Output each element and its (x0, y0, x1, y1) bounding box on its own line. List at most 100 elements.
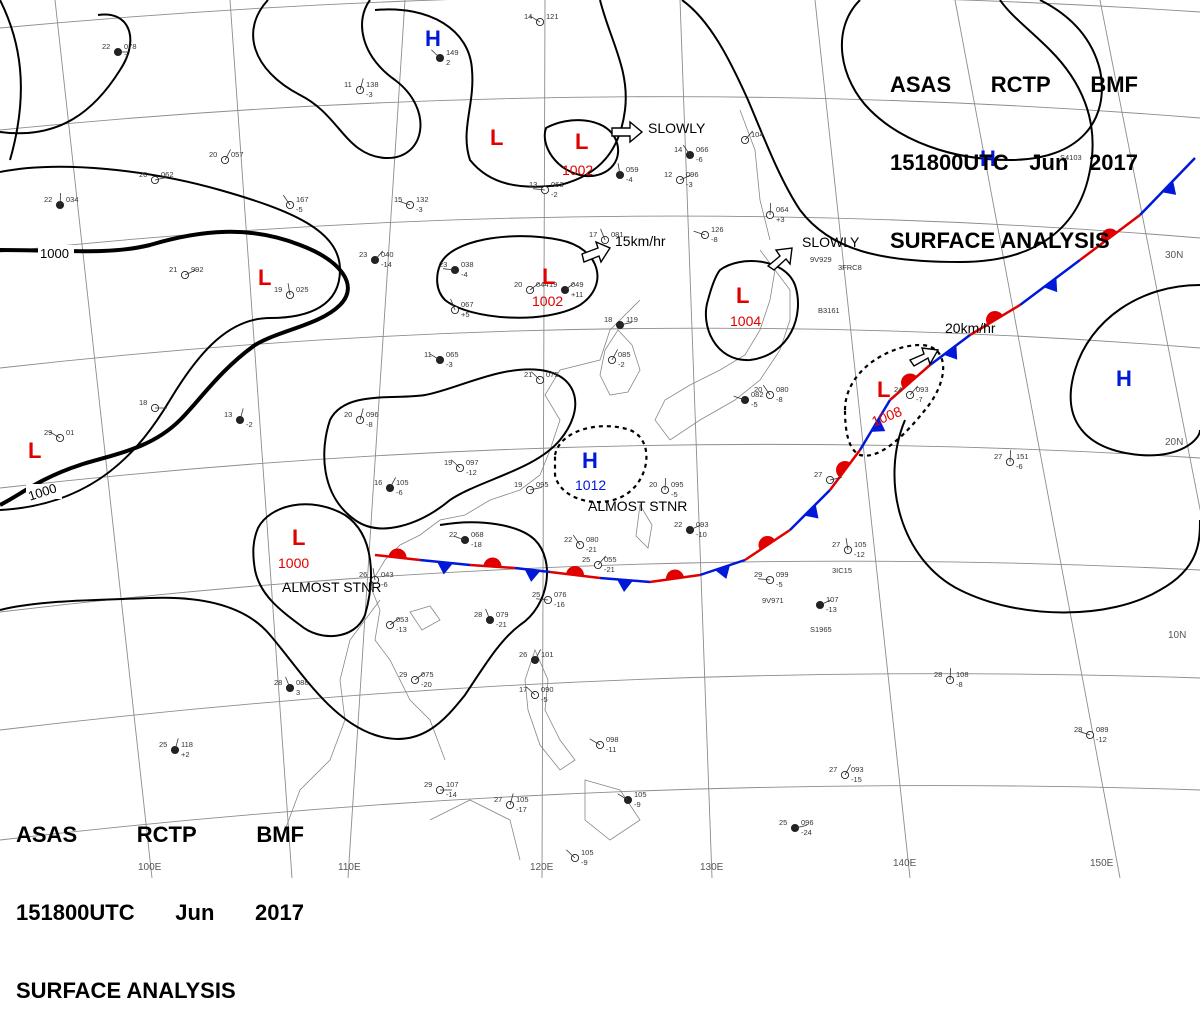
station-temperature: 21 (524, 370, 532, 379)
station-tendency: -3 (366, 90, 373, 99)
station-tendency: -8 (366, 420, 373, 429)
station-temperature: 23 (359, 250, 367, 259)
station-tendency: -11 (606, 745, 616, 754)
station-plot: 064+3 (766, 203, 788, 224)
longitude-line (230, 0, 292, 878)
station-temperature: 28 (474, 610, 482, 619)
station-temperature: 15 (394, 195, 402, 204)
station-temperature: 18 (139, 398, 147, 407)
isobar (253, 0, 420, 158)
station-pressure: 055 (604, 555, 617, 564)
station-tendency: 2 (446, 58, 450, 67)
header-word: 2017 (255, 900, 304, 926)
cold-front-triangle (1162, 181, 1182, 201)
station-temperature: 23 (439, 260, 447, 269)
station-plot: 085-2 (608, 349, 630, 369)
motion-label: SLOWLY (802, 234, 860, 250)
station-plot: 126-8 (694, 225, 724, 244)
station-temperature: 29 (754, 570, 762, 579)
latitude-line (0, 561, 1200, 612)
station-pressure: 076 (554, 590, 567, 599)
station-plot: 18 119 (604, 315, 638, 329)
station-pressure: 089 (1096, 725, 1109, 734)
motion-label: 20km/hr (945, 320, 996, 336)
low-pressure-value: 1000 (278, 555, 309, 571)
low-pressure-value: 1004 (730, 313, 761, 329)
cold-front-triangle (715, 565, 734, 581)
header-word: RCTP (991, 72, 1051, 98)
coast-borneo (430, 800, 520, 860)
station-pressure: 080 (586, 535, 599, 544)
station-plot: 21 992 (169, 265, 204, 279)
header-station-line: ASAS RCTP BMF (890, 72, 1138, 98)
station-pressure: 096 (366, 410, 379, 419)
isobar (0, 0, 21, 160)
station-tendency: -14 (446, 790, 457, 799)
station-temperature: 19 (444, 458, 452, 467)
station-plot: 22 034 (44, 193, 79, 209)
station-plot: 167-5 (283, 195, 308, 214)
station-pressure: 067 (461, 300, 474, 309)
longitude-label: 140E (893, 858, 917, 869)
station-temperature: 22 (674, 520, 682, 529)
station-pressure: 108 (956, 670, 969, 679)
station-tendency: -24 (801, 828, 812, 837)
station-temperature: 14 (674, 145, 682, 154)
header-word: 151800UTC (890, 150, 1009, 176)
motion-label: ALMOST STNR (588, 498, 687, 514)
station-tendency: +3 (776, 215, 785, 224)
header-time-line: 151800UTC Jun 2017 (16, 900, 304, 926)
station-temperature: 27 (814, 470, 822, 479)
station-tendency: -17 (516, 805, 527, 814)
station-pressure: 105 (854, 540, 867, 549)
header-word: 151800UTC (16, 900, 135, 926)
header-word: BMF (256, 822, 304, 848)
station-pressure: 992 (191, 265, 204, 274)
station-pressure: 099 (776, 570, 789, 579)
station-temperature: 14 (524, 12, 532, 21)
station-temperature: 21 (169, 265, 177, 274)
station-pressure: 082 (751, 390, 764, 399)
isobar (706, 261, 798, 360)
station-temperature: 25 (582, 555, 590, 564)
station-pressure: 078 (124, 42, 137, 51)
station-temperature: 20 (344, 410, 352, 419)
low-pressure-value: 1002 (562, 162, 593, 178)
station-pressure: 075 (546, 370, 559, 379)
header-word: 2017 (1089, 150, 1138, 176)
station-tendency: -4 (626, 175, 633, 184)
station-tendency: -9 (581, 858, 588, 867)
station-temperature: 22 (44, 195, 52, 204)
station-pressure: 034 (66, 195, 79, 204)
station-pressure: 132 (416, 195, 429, 204)
longitude-line (55, 0, 152, 878)
station-pressure: 093 (851, 765, 864, 774)
station-plot: 13-2 (224, 408, 253, 429)
station-plot: 18 (139, 398, 167, 412)
station-temperature: 20 (514, 280, 522, 289)
station-pressure: 105 (634, 790, 647, 799)
station-tendency: -16 (554, 600, 565, 609)
station-tendency: -9 (634, 800, 641, 809)
station-pressure: 126 (711, 225, 724, 234)
station-tendency: -12 (1096, 735, 1107, 744)
station-plot: 082-5 (734, 390, 764, 409)
station-pressure: 079 (496, 610, 509, 619)
station-pressure: 090 (541, 685, 554, 694)
station-pressure: 119 (626, 315, 638, 324)
header-word: Jun (175, 900, 214, 926)
station-temperature: 20 (209, 150, 217, 159)
station-temperature: 18 (604, 315, 612, 324)
station-pressure: 038 (461, 260, 474, 269)
station-pressure: 065 (446, 350, 459, 359)
station-temperature: 24 (894, 385, 902, 394)
